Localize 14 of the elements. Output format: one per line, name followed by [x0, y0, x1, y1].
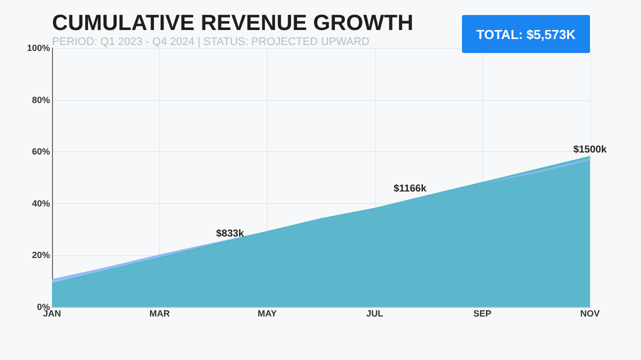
annotation: $1500k — [573, 144, 607, 156]
y-tick-label: 20% — [32, 250, 50, 260]
y-tick-label: 60% — [32, 146, 50, 157]
x-tick-label: SEP — [473, 308, 492, 318]
y-tick-label: 40% — [32, 198, 50, 208]
x-tick-label: JUL — [366, 308, 384, 318]
x-tick-label: MAR — [149, 308, 170, 318]
y-tick-label: 80% — [32, 94, 50, 105]
chart-subtitle: PERIOD: Q1 2023 - Q4 2024 | STATUS: PROJECTED UPWARD — [52, 36, 370, 48]
y-tick-label: 100% — [26, 43, 50, 53]
text: TOTAL: $5,573K — [462, 15, 590, 53]
chart-title: CUMULATIVE REVENUE GROWTH — [52, 10, 414, 36]
x-tick-label: NOV — [580, 308, 600, 318]
x-tick-label: MAY — [258, 308, 277, 318]
